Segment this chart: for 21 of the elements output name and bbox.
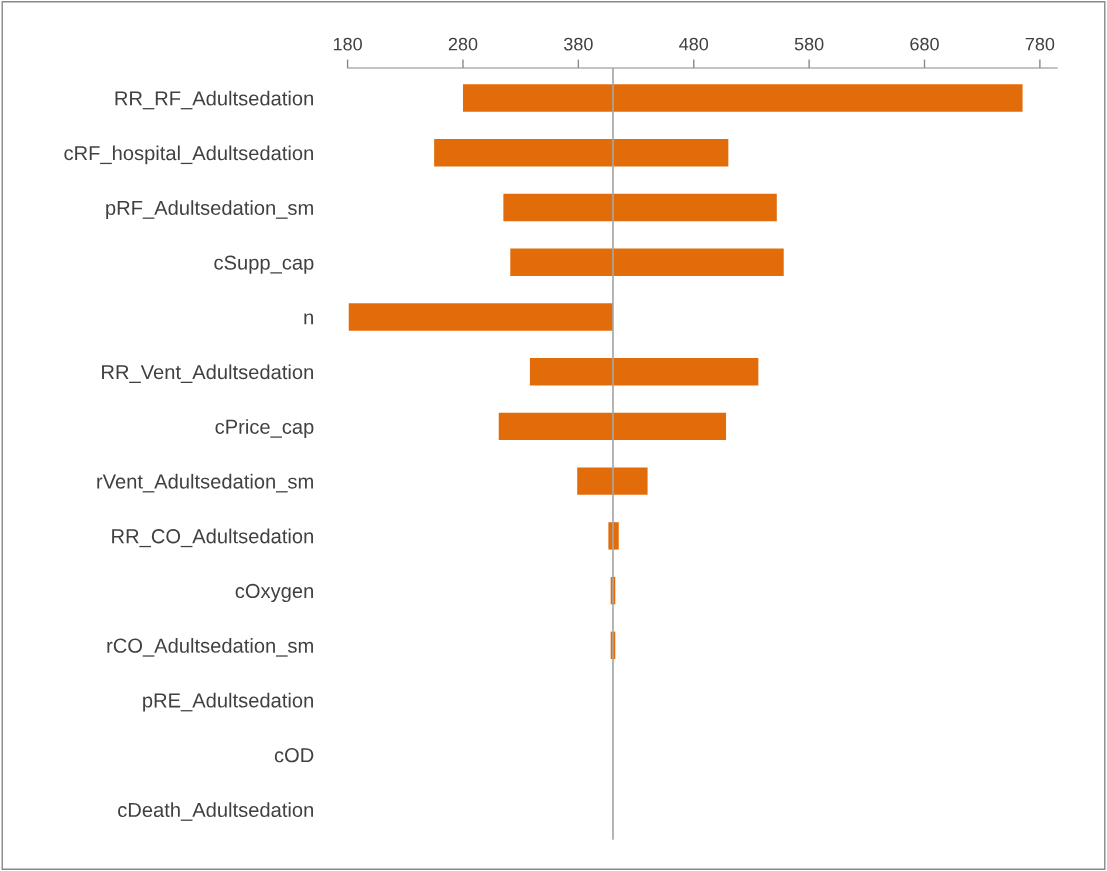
x-tick-label: 480	[679, 37, 709, 51]
x-tick-label: 380	[563, 37, 593, 51]
y-tick-label: RR_RF_Adultsedation	[115, 90, 313, 110]
x-tick-label: 780	[1025, 37, 1055, 51]
x-tick-label: 180	[333, 37, 362, 51]
y-tick-label: rVent_Adultsedation_sm	[97, 473, 313, 493]
x-tick-label: 680	[910, 37, 939, 51]
y-tick-label: cDeath_Adultsedation	[118, 802, 313, 821]
y-tick-label: pRF_Adultsedation_sm	[106, 200, 313, 219]
y-tick-label: n	[304, 313, 313, 325]
y-tick-label: cSupp_cap	[214, 255, 314, 274]
y-tick-label: cOxygen	[235, 583, 313, 603]
y-tick-label: rCO_Adultsedation_sm	[107, 638, 313, 657]
y-tick-label: cOD	[274, 748, 314, 763]
y-tick-label: RR_Vent_Adultsedation	[102, 364, 313, 383]
y-tick-label: RR_CO_Adultsedation	[112, 528, 313, 548]
y-tick-label: pRE_Adultsedation	[143, 692, 313, 712]
x-tick-label: 280	[448, 37, 478, 51]
y-tick-label: cRF_hospital_Adultsedation	[64, 145, 313, 165]
x-tick-label: 580	[794, 37, 824, 51]
y-tick-label: cPrice_cap	[215, 419, 314, 438]
